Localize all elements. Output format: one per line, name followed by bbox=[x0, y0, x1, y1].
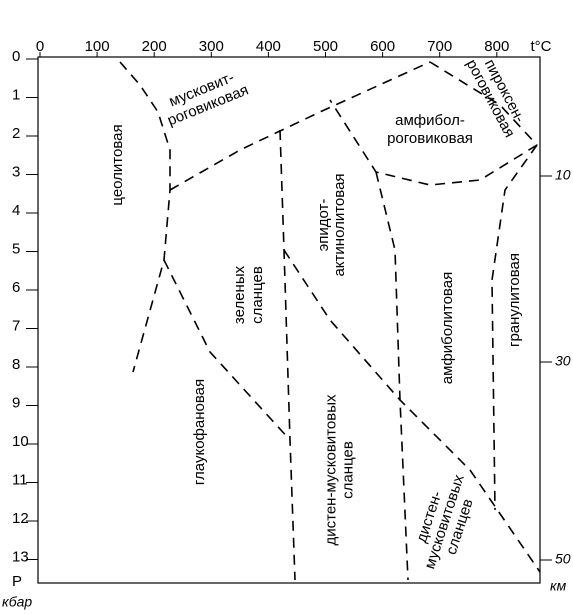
left-tick-label: 2 bbox=[12, 125, 20, 142]
right-tick-label: 50 bbox=[555, 551, 571, 567]
facies-label: гранулитовая bbox=[506, 253, 523, 347]
left-tick-label: 3 bbox=[12, 163, 20, 180]
facies-label: глаукофановая bbox=[191, 379, 208, 485]
top-tick-label: 700 bbox=[427, 38, 452, 55]
left-tick-label: 7 bbox=[12, 317, 20, 334]
left-axis-label: P bbox=[12, 573, 22, 590]
left-tick-label: 11 bbox=[12, 471, 28, 488]
facies-label: амфиболитовая bbox=[439, 272, 456, 384]
top-axis-label: t°C bbox=[531, 38, 552, 55]
top-tick-label: 100 bbox=[85, 38, 110, 55]
right-tick-label: 10 bbox=[555, 167, 571, 183]
boundary bbox=[283, 249, 541, 573]
boundary bbox=[491, 144, 538, 511]
facies-label: роговиковая bbox=[387, 130, 473, 147]
left-tick-label: 8 bbox=[12, 356, 20, 373]
facies-label: амфибол- bbox=[395, 112, 465, 129]
facies-label: дистен-мусковитовых bbox=[322, 394, 339, 545]
facies-label: цеолитовая bbox=[109, 124, 126, 205]
top-tick-label: 500 bbox=[313, 38, 338, 55]
top-tick-label: 300 bbox=[199, 38, 224, 55]
top-tick-label: 0 bbox=[36, 38, 44, 55]
left-tick-label: 5 bbox=[12, 240, 20, 257]
left-tick-label: 4 bbox=[12, 202, 20, 219]
facies-label: сланцев bbox=[249, 266, 266, 324]
facies-label: эпидот- bbox=[315, 199, 332, 252]
facies-label: актинолитовая bbox=[331, 173, 348, 276]
left-axis-unit: кбар bbox=[2, 594, 32, 610]
boundary bbox=[163, 259, 291, 441]
left-tick-label: 10 bbox=[12, 433, 29, 450]
facies-label: сланцев bbox=[339, 441, 356, 499]
left-tick-label: 0 bbox=[12, 48, 20, 65]
boundary bbox=[279, 129, 296, 581]
boundary bbox=[119, 61, 171, 373]
facies-label: зеленых bbox=[231, 265, 248, 324]
right-tick-label: 30 bbox=[555, 353, 571, 369]
top-tick-label: 600 bbox=[370, 38, 395, 55]
top-tick-label: 800 bbox=[484, 38, 509, 55]
plot-frame bbox=[37, 56, 541, 584]
left-tick-label: 13 bbox=[12, 548, 29, 565]
top-tick-label: 200 bbox=[142, 38, 167, 55]
right-axis-unit: км bbox=[550, 578, 567, 594]
left-tick-label: 6 bbox=[12, 279, 20, 296]
boundary bbox=[375, 171, 409, 581]
facies-boundaries bbox=[119, 61, 541, 581]
left-tick-label: 9 bbox=[12, 394, 20, 411]
left-tick-label: 12 bbox=[12, 510, 29, 527]
left-tick-label: 1 bbox=[12, 86, 20, 103]
top-tick-label: 400 bbox=[256, 38, 281, 55]
